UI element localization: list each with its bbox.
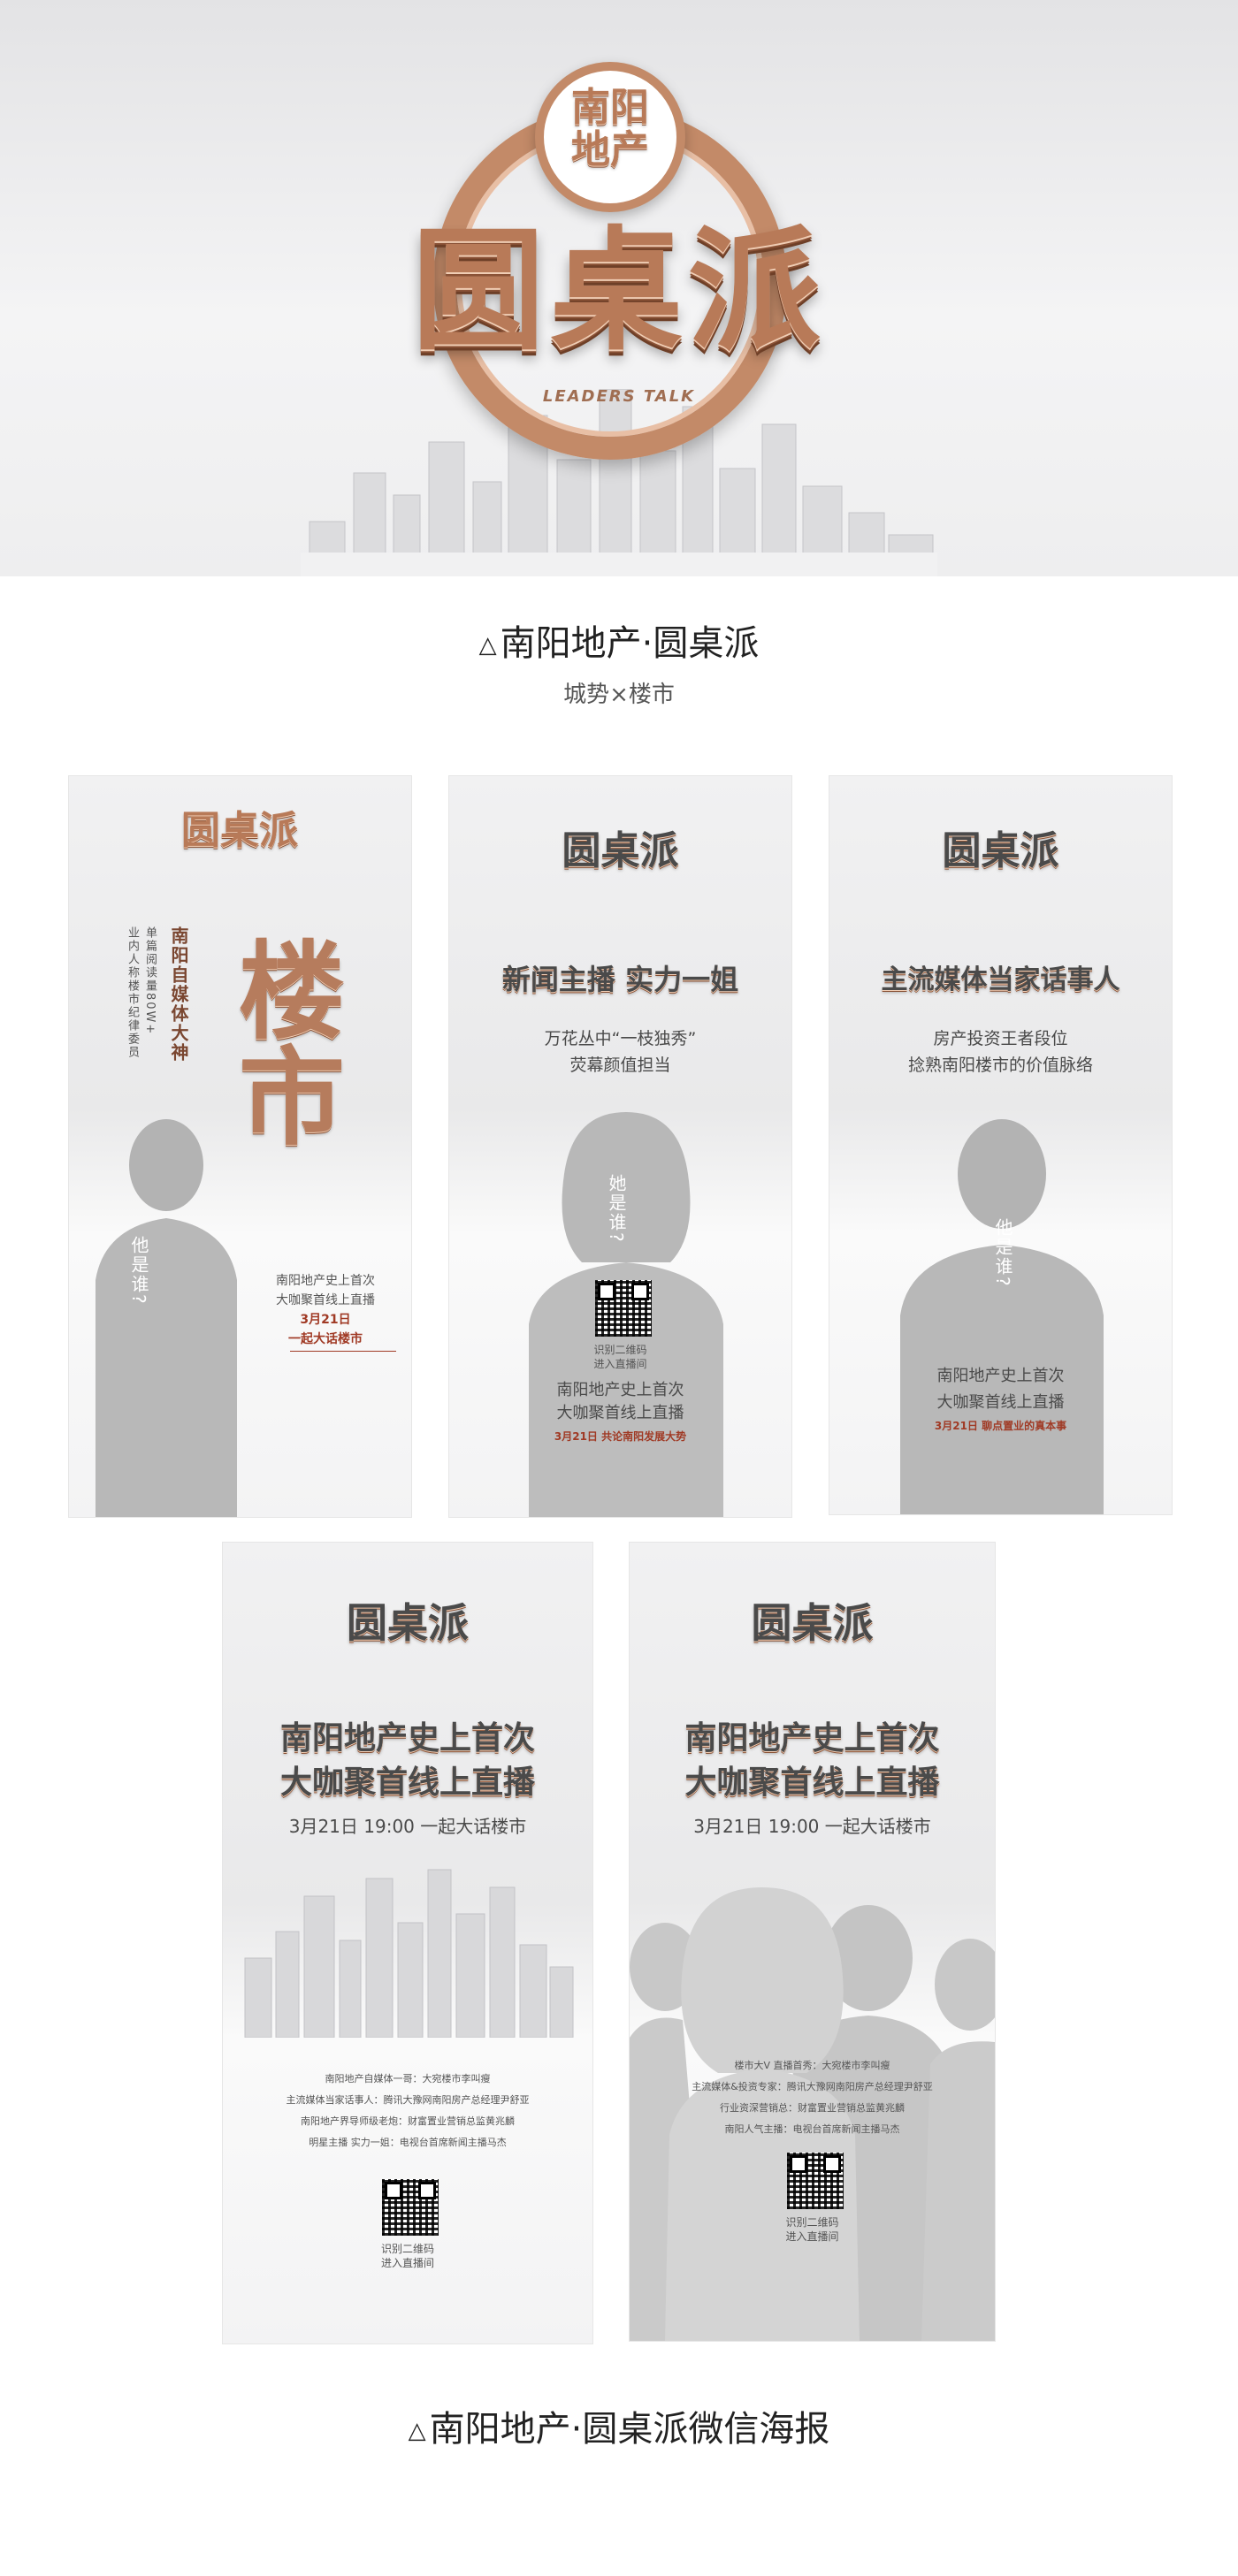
poster-date: 3月21日 聊点置业的真本事: [934, 1420, 1067, 1432]
vertical-title: 南阳自媒体大神: [168, 926, 189, 1063]
poster-datetime: 3月21日 19:00 一起大话楼市: [693, 1816, 931, 1837]
guest-item: 南阳地产自媒体一哥：大宛楼市李叫瘦: [325, 2073, 491, 2084]
poster-headline: 主流媒体当家话事人: [881, 964, 1120, 995]
poster-headline2: 大咖聚首线上直播: [279, 1764, 535, 1801]
poster-line3: 南阳地产史上首次: [936, 1367, 1065, 1385]
qr-text1: 识别二维码: [380, 2243, 434, 2255]
triangle-icon: △: [408, 2418, 426, 2444]
group-silhouettes: [630, 1887, 995, 2341]
who-text: 他是谁?: [992, 1218, 1013, 1288]
woman-silhouette: [529, 1112, 723, 1517]
hero-subcaption: 城势×楼市: [563, 682, 675, 708]
poster-headline1: 南阳地产史上首次: [684, 1720, 940, 1757]
poster-logo: 圆桌派: [347, 1599, 469, 1647]
qr-code[interactable]: [787, 2153, 844, 2209]
poster-text: 南阳地产史上首次 大咖聚首线上直播 3月21日 一起大话楼市: [276, 1274, 375, 1346]
poster-date: 3月21日 共论南阳发展大势: [554, 1430, 687, 1443]
divider: [290, 1351, 396, 1352]
who-text: 她是谁?: [606, 1174, 627, 1244]
logo-bubble: 南阳 地产: [535, 62, 685, 212]
logo-en-text: LEADERS TALK: [542, 387, 696, 406]
qr-text1: 识别二维码: [593, 1344, 647, 1356]
poster-5: 圆桌派 南阳地产史上首次 大咖聚首线上直播 3月21日 19:00 一起大话楼市…: [630, 1543, 995, 2341]
poster-logo: 圆桌派: [942, 828, 1059, 873]
poster-line1: 万花丛中“一枝独秀”: [544, 1029, 697, 1048]
guest-item: 行业资深营销总：财富置业营销总监黄兆麟: [720, 2102, 905, 2114]
hero-banner: 南阳 地产 圆桌派 LEADERS TALK: [0, 0, 1238, 576]
poster-line1: 房产投资王者段位: [933, 1029, 1068, 1048]
logo-bottom-text: 地产: [571, 127, 649, 172]
big-chars: 楼市: [220, 935, 343, 1147]
poster-line2: 捻熟南阳楼市的价值脉络: [907, 1056, 1093, 1075]
qr-code[interactable]: [595, 1280, 652, 1337]
guest-item: 明星主播 实力一姐：电视台首席新闻主播马杰: [309, 2137, 507, 2148]
hero-caption: △ 南阳地产·圆桌派: [478, 623, 760, 664]
poster-headline2: 大咖聚首线上直播: [684, 1764, 940, 1801]
guest-list: 南阳地产自媒体一哥：大宛楼市李叫瘦 主流媒体当家话事人：腾讯大豫网南阳房产总经理…: [223, 2069, 592, 2153]
poster-line4: 大咖聚首线上直播: [556, 1404, 684, 1422]
city-skyline-image: [244, 1869, 574, 2038]
guest-item: 南阳地产界导师级老炮：财富置业营销总监黄兆麟: [301, 2115, 515, 2127]
who-text: 他是谁?: [128, 1236, 149, 1306]
poster-3: 圆桌派 主流媒体当家话事人 房产投资王者段位 捻熟南阳楼市的价值脉络 他是谁? …: [829, 776, 1172, 1514]
poster-4: 圆桌派 南阳地产史上首次 大咖聚首线上直播 3月21日 19:00 一起大话楼市…: [223, 1543, 592, 2344]
vertical-sub1: 单篇阅读量80W+: [143, 926, 157, 1036]
poster-2: 圆桌派 新闻主播 实力一姐 万花丛中“一枝独秀” 荧幕颜值担当 她是谁? 识别二…: [449, 776, 791, 1517]
guest-item: 主流媒体&投资专家：腾讯大豫网南阳房产总经理尹舒亚: [692, 2081, 933, 2092]
poster-datetime: 3月21日 19:00 一起大话楼市: [288, 1816, 527, 1837]
poster-line3: 南阳地产史上首次: [556, 1381, 684, 1399]
qr-text2: 进入直播间: [593, 1358, 647, 1370]
guest-item: 南阳人气主播：电视台首席新闻主播马杰: [724, 2123, 900, 2135]
man-silhouette: [96, 1119, 237, 1517]
triangle-icon: △: [478, 632, 497, 659]
qr-code[interactable]: [382, 2179, 439, 2236]
logo-main-text: 圆桌派: [411, 215, 826, 369]
poster-1: 圆桌派 楼市 南阳自媒体大神 单篇阅读量80W+ 业内人称楼市纪律委员 他是谁?…: [69, 776, 411, 1517]
poster-logo: 圆桌派: [181, 808, 298, 853]
vertical-sub2: 业内人称楼市纪律委员: [126, 926, 139, 1059]
poster-logo: 圆桌派: [751, 1599, 874, 1647]
poster-logo: 圆桌派: [562, 828, 679, 873]
man-silhouette: [900, 1119, 1104, 1514]
city-skyline-image: [301, 389, 937, 576]
guest-item: 楼市大V 直播首秀：大宛楼市李叫瘦: [734, 2060, 890, 2071]
poster-headline1: 南阳地产史上首次: [279, 1720, 535, 1757]
poster-line4: 大咖聚首线上直播: [936, 1393, 1065, 1412]
logo-top-text: 南阳: [571, 85, 649, 130]
bottom-caption: △ 南阳地产·圆桌派微信海报: [408, 2409, 830, 2450]
guest-list: 楼市大V 直播首秀：大宛楼市李叫瘦 主流媒体&投资专家：腾讯大豫网南阳房产总经理…: [630, 2055, 995, 2140]
poster-headline: 新闻主播 实力一姐: [501, 963, 739, 996]
poster-line2: 荧幕颜值担当: [569, 1056, 671, 1075]
qr-text2: 进入直播间: [785, 2230, 839, 2243]
guest-item: 主流媒体当家话事人：腾讯大豫网南阳房产总经理尹舒亚: [286, 2094, 530, 2106]
qr-text1: 识别二维码: [785, 2216, 839, 2229]
qr-text2: 进入直播间: [380, 2257, 434, 2269]
